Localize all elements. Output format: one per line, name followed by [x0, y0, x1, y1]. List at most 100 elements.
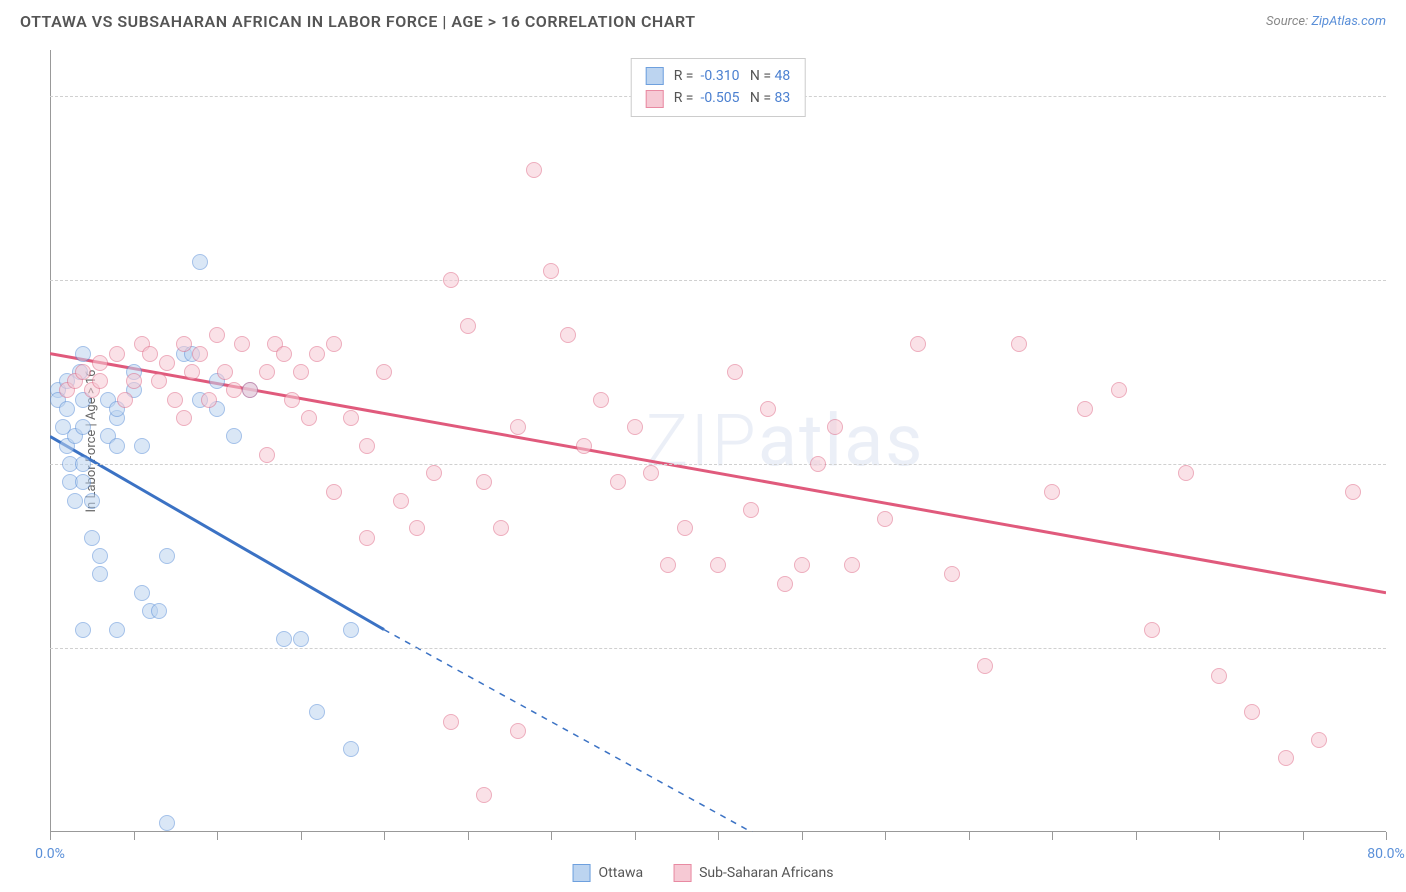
- data-point: [192, 346, 208, 362]
- data-point: [443, 272, 459, 288]
- data-point: [226, 382, 242, 398]
- data-point: [192, 254, 208, 270]
- data-point: [443, 714, 459, 730]
- source-link[interactable]: ZipAtlas.com: [1311, 14, 1386, 29]
- data-point: [167, 392, 183, 408]
- xtick: [134, 832, 135, 840]
- data-point: [134, 438, 150, 454]
- data-point: [159, 548, 175, 564]
- chart-area: In Labor Force | Age > 16 ZIPatlas 40.0%…: [50, 50, 1386, 832]
- xtick: [384, 832, 385, 840]
- data-point: [343, 622, 359, 638]
- data-point: [409, 520, 425, 536]
- data-point: [476, 787, 492, 803]
- data-point: [326, 484, 342, 500]
- legend: Ottawa Sub-Saharan Africans: [573, 864, 834, 882]
- xtick-label: 80.0%: [1367, 846, 1405, 862]
- xtick: [217, 832, 218, 840]
- swatch-subsaharan: [646, 90, 664, 108]
- data-point: [1311, 732, 1327, 748]
- data-point: [476, 474, 492, 490]
- data-point: [126, 373, 142, 389]
- data-point: [510, 723, 526, 739]
- data-point: [242, 382, 258, 398]
- data-point: [677, 520, 693, 536]
- data-point: [1278, 750, 1294, 766]
- xtick-label: 0.0%: [35, 846, 65, 862]
- data-point: [343, 410, 359, 426]
- xtick: [718, 832, 719, 840]
- xtick: [969, 832, 970, 840]
- data-point: [226, 428, 242, 444]
- watermark: ZIPatlas: [645, 399, 924, 484]
- swatch-ottawa: [646, 67, 664, 85]
- data-point: [560, 327, 576, 343]
- data-point: [276, 631, 292, 647]
- legend-label: Ottawa: [599, 865, 644, 881]
- legend-item-subsaharan: Sub-Saharan Africans: [673, 864, 833, 882]
- data-point: [75, 456, 91, 472]
- data-point: [326, 336, 342, 352]
- data-point: [794, 557, 810, 573]
- data-point: [75, 622, 91, 638]
- xtick: [1219, 832, 1220, 840]
- data-point: [944, 566, 960, 582]
- data-point: [92, 548, 108, 564]
- data-point: [910, 336, 926, 352]
- data-point: [827, 419, 843, 435]
- data-point: [176, 410, 192, 426]
- data-point: [810, 456, 826, 472]
- stats-row-subsaharan: R = -0.505 N = 83: [646, 87, 791, 109]
- data-point: [159, 815, 175, 831]
- data-point: [84, 530, 100, 546]
- data-point: [59, 401, 75, 417]
- chart-title: OTTAWA VS SUBSAHARAN AFRICAN IN LABOR FO…: [20, 12, 696, 31]
- gridline: [50, 648, 1386, 649]
- data-point: [92, 566, 108, 582]
- data-point: [84, 493, 100, 509]
- data-point: [75, 364, 91, 380]
- data-point: [777, 576, 793, 592]
- legend-label: Sub-Saharan Africans: [699, 865, 833, 881]
- data-point: [1178, 465, 1194, 481]
- legend-swatch-subsaharan: [673, 864, 691, 882]
- data-point: [142, 346, 158, 362]
- data-point: [543, 263, 559, 279]
- gridline: [50, 280, 1386, 281]
- data-point: [75, 346, 91, 362]
- xtick: [1303, 832, 1304, 840]
- data-point: [510, 419, 526, 435]
- data-point: [159, 355, 175, 371]
- data-point: [309, 346, 325, 362]
- data-point: [426, 465, 442, 481]
- xtick: [50, 832, 51, 840]
- stats-box: R = -0.310 N = 48 R = -0.505 N = 83: [631, 58, 806, 117]
- data-point: [727, 364, 743, 380]
- data-point: [376, 364, 392, 380]
- data-point: [643, 465, 659, 481]
- data-point: [977, 658, 993, 674]
- data-point: [610, 474, 626, 490]
- data-point: [1011, 336, 1027, 352]
- data-point: [284, 392, 300, 408]
- data-point: [877, 511, 893, 527]
- data-point: [760, 401, 776, 417]
- data-point: [743, 502, 759, 518]
- data-point: [1077, 401, 1093, 417]
- data-point: [109, 622, 125, 638]
- trend-lines: [50, 50, 1386, 832]
- data-point: [67, 493, 83, 509]
- data-point: [343, 741, 359, 757]
- data-point: [660, 557, 676, 573]
- data-point: [627, 419, 643, 435]
- xtick: [1136, 832, 1137, 840]
- y-axis-line: [50, 50, 51, 832]
- data-point: [134, 585, 150, 601]
- data-point: [393, 493, 409, 509]
- xtick: [635, 832, 636, 840]
- data-point: [1044, 484, 1060, 500]
- data-point: [293, 364, 309, 380]
- data-point: [844, 557, 860, 573]
- xtick: [551, 832, 552, 840]
- xtick: [885, 832, 886, 840]
